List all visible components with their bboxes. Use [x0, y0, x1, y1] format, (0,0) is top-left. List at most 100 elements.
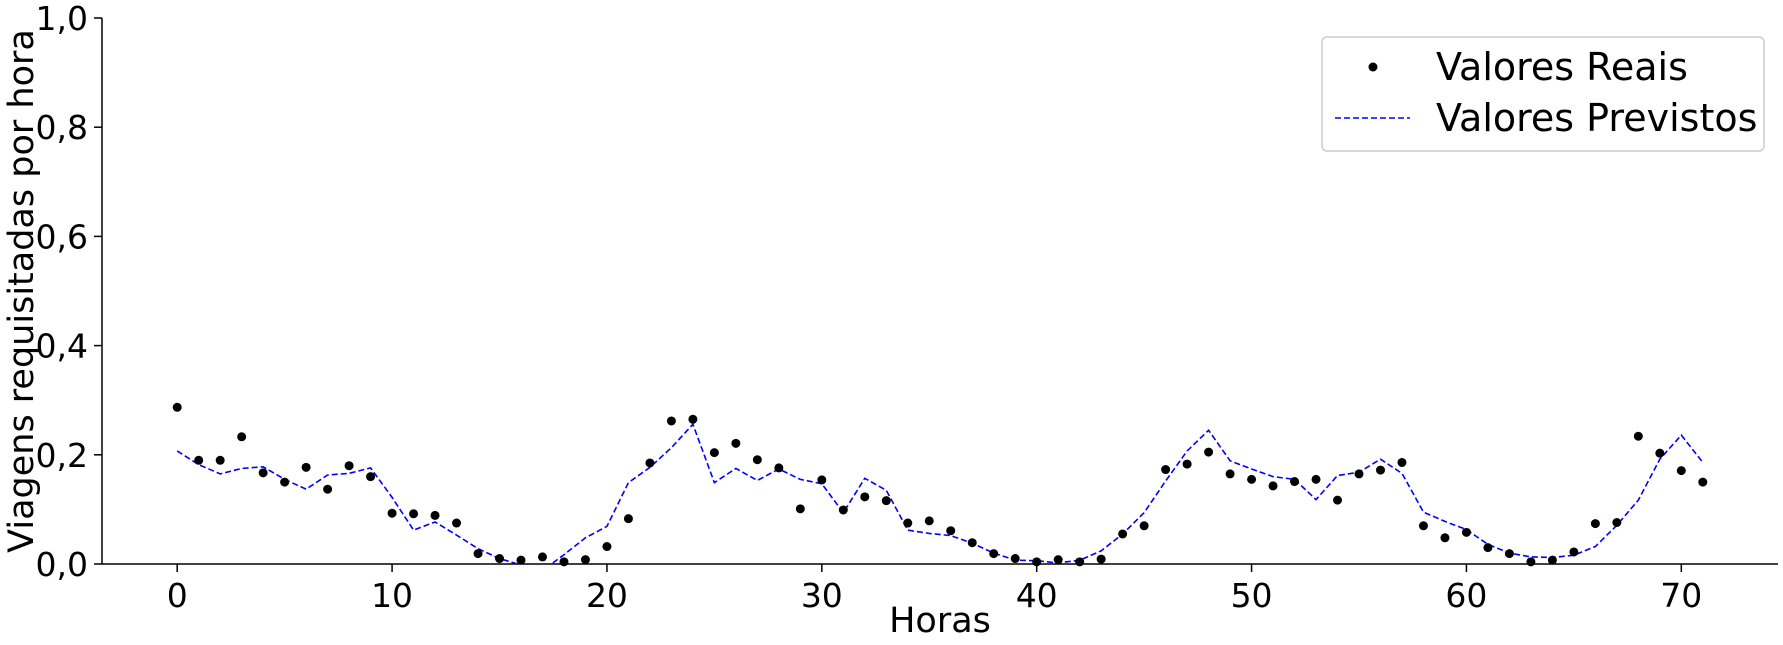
data-point	[1569, 547, 1579, 557]
data-point	[409, 509, 419, 519]
data-point	[366, 472, 376, 482]
data-point	[623, 514, 633, 524]
data-point	[237, 432, 247, 442]
y-axis-label: Viagens requisitadas por hora	[2, 29, 42, 553]
data-point	[924, 516, 934, 526]
data-point	[258, 468, 268, 478]
data-point	[838, 505, 848, 515]
data-point	[903, 518, 913, 528]
data-point	[516, 555, 526, 565]
data-point	[537, 552, 547, 562]
data-point	[666, 416, 676, 426]
data-point	[473, 549, 483, 559]
data-point	[1418, 521, 1428, 531]
legend-label-actual: Valores Reais	[1436, 45, 1688, 89]
data-point	[645, 458, 655, 468]
data-point	[344, 461, 354, 471]
y-tick-label: 0,0	[36, 545, 88, 584]
data-point	[1096, 554, 1106, 564]
y-tick-label: 0,2	[36, 436, 88, 475]
data-point	[795, 504, 805, 514]
data-point	[1397, 457, 1407, 467]
data-point	[580, 555, 590, 565]
data-point	[1461, 527, 1471, 537]
x-tick-label: 20	[586, 576, 628, 615]
data-point	[1633, 431, 1643, 441]
data-point	[1311, 474, 1321, 484]
data-point	[1204, 447, 1214, 457]
data-point	[1161, 465, 1171, 475]
actual-series	[172, 402, 1708, 567]
y-tick-label: 0,6	[36, 217, 88, 256]
data-point	[709, 448, 719, 458]
data-point	[1290, 477, 1300, 487]
data-point	[881, 496, 891, 506]
data-point	[1225, 469, 1235, 479]
data-point	[1247, 474, 1257, 484]
legend-label-predicted: Valores Previstos	[1436, 96, 1757, 140]
data-point	[1676, 466, 1686, 476]
data-point	[1075, 557, 1085, 567]
y-tick-label: 0,8	[36, 108, 88, 147]
data-point	[430, 510, 440, 520]
y-tick-label: 0,4	[36, 327, 88, 366]
data-point	[301, 462, 311, 472]
data-point	[1268, 481, 1278, 491]
legend-marker-actual	[1368, 62, 1378, 72]
data-point	[215, 455, 225, 465]
data-point	[752, 455, 762, 465]
data-point	[1655, 448, 1665, 458]
y-tick-label: 1,0	[36, 0, 88, 38]
x-tick-label: 0	[167, 576, 188, 615]
data-point	[967, 538, 977, 548]
legend: Valores Reais Valores Previstos	[1321, 36, 1765, 152]
data-point	[1118, 529, 1128, 539]
x-axis-label: Horas	[889, 601, 991, 641]
data-point	[1354, 469, 1364, 479]
data-point	[1547, 555, 1557, 565]
data-point	[172, 402, 182, 412]
data-point	[602, 542, 612, 552]
data-point	[1139, 521, 1149, 531]
data-point	[731, 438, 741, 448]
data-point	[387, 508, 397, 518]
predicted-series	[176, 422, 1704, 564]
data-point	[1526, 557, 1536, 567]
x-tick-label: 60	[1445, 576, 1487, 615]
data-point	[1375, 465, 1385, 475]
data-point	[1483, 543, 1493, 553]
x-tick-label: 30	[801, 576, 843, 615]
x-tick-label: 50	[1231, 576, 1273, 615]
data-point	[1333, 495, 1343, 505]
plot-area: 0,0 0,2 0,4 0,6 0,8 1,0 0 10 20 30 40 50 60 70	[36, 0, 1778, 615]
x-tick-label: 40	[1016, 576, 1058, 615]
data-point	[688, 414, 698, 424]
data-point	[280, 477, 290, 487]
predicted-line	[176, 422, 1704, 564]
legend-box	[1321, 36, 1765, 152]
data-point	[1440, 533, 1450, 543]
y-ticks: 0,0 0,2 0,4 0,6 0,8 1,0	[36, 0, 102, 584]
data-point	[860, 492, 870, 502]
x-ticks: 0 10 20 30 40 50 60 70	[167, 564, 1702, 615]
data-point	[495, 554, 505, 564]
data-point	[1182, 459, 1192, 469]
x-tick-label: 10	[371, 576, 413, 615]
data-point	[817, 475, 827, 485]
x-tick-label: 70	[1660, 576, 1702, 615]
data-point	[774, 463, 784, 473]
data-point	[1590, 519, 1600, 529]
data-point	[323, 484, 333, 494]
data-point	[194, 455, 204, 465]
data-point	[1612, 518, 1622, 527]
data-point	[559, 557, 569, 567]
data-point	[946, 526, 956, 536]
data-point	[1504, 549, 1514, 559]
data-point	[1698, 477, 1708, 487]
data-point	[1053, 555, 1063, 565]
data-point	[1010, 554, 1020, 564]
data-point	[452, 518, 462, 528]
data-point	[989, 549, 999, 559]
data-point	[1032, 557, 1042, 567]
